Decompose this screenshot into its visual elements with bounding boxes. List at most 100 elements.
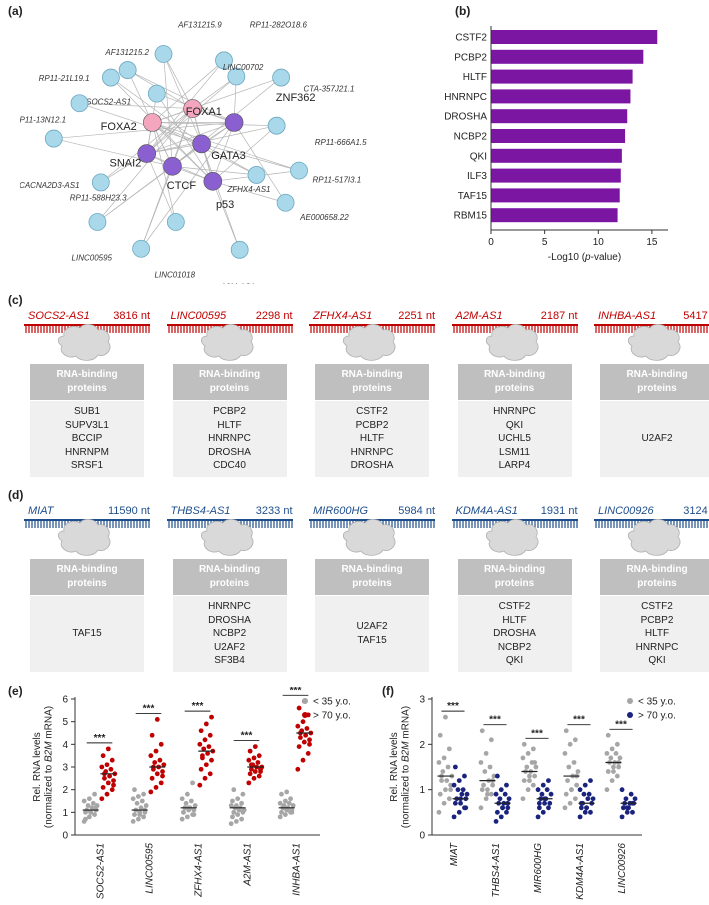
dot-linc00926-old <box>624 809 630 815</box>
dot-zfhx4-as1-old <box>202 775 208 781</box>
rbp-protein-item: DROSHA <box>208 446 251 458</box>
dot-linc00595-young <box>137 812 143 817</box>
node-label-rp11-13n12-1: RP11-13N12.1 <box>20 115 66 124</box>
dot-socs2-as1-old <box>111 778 116 783</box>
rbp-protein-list: CSTF2 PCBP2 HLTF HNRNPC DROSHA <box>315 401 429 477</box>
rbp-protein-list: HNRNPC QKI UCHL5 LSM11 LARP4 <box>457 401 572 477</box>
dot-socs2-as1-young <box>92 812 97 817</box>
significance-stars: *** <box>489 715 501 726</box>
rbp-protein-list: U2AF2 TAF15 <box>315 596 429 672</box>
panel-label-e: (e) <box>8 684 23 698</box>
dot-socs2-as1-old <box>104 791 110 797</box>
node-label-socs2-as1: SOCS2-AS1 <box>86 97 131 106</box>
network-edge <box>163 53 173 167</box>
network-edge <box>140 122 235 249</box>
network-edge <box>146 153 177 223</box>
bar-taf15 <box>491 188 620 203</box>
rbp-protein-item: HNRNPC <box>208 433 251 445</box>
dot-mir600hg-old <box>536 800 542 806</box>
dot-a2m-as1-young <box>228 803 234 808</box>
legend-label: > 70 y.o. <box>638 711 676 722</box>
rbp-protein-item: CSTF2 <box>498 601 531 613</box>
dot-a2m-as1-old <box>256 753 262 759</box>
dot-socs2-as1-old <box>111 782 116 788</box>
dot-mir600hg-old <box>536 805 542 811</box>
lncrna-length: 1931 nt <box>540 505 578 517</box>
dot-kdm4a-as1-young <box>567 800 573 806</box>
dotplot-f: Rel. RNA levels(normalized to B2M mRNA) 0… <box>389 695 676 900</box>
dot-thbs4-as1-old <box>497 796 503 802</box>
dot-mir600hg-old <box>546 778 551 783</box>
dot-thbs4-as1-old <box>502 791 508 797</box>
dot-miat-young <box>446 796 452 802</box>
dot-zfhx4-as1-old <box>197 782 203 788</box>
rbp-header: RNA-binding proteins <box>30 559 144 595</box>
rbp-protein-item: PCBP2 <box>355 419 389 431</box>
dot-zfhx4-as1-old <box>207 732 213 738</box>
dot-linc00595-young <box>139 798 145 804</box>
dot-miat-young <box>436 760 442 765</box>
dot-miat-young <box>443 787 448 793</box>
dot-a2m-as1-young <box>240 791 246 797</box>
network-edge <box>140 108 193 249</box>
network-edge <box>146 125 277 154</box>
dot-kdm4a-as1-old <box>581 791 587 797</box>
rbp-protein-item: QKI <box>648 655 666 667</box>
dot-inhba-as1-old <box>295 723 301 729</box>
rbp-protein-item: PCBP2 <box>640 614 674 626</box>
dot-thbs4-as1-old <box>505 805 511 811</box>
category-label-thbs4-as1: THBS4-AS1 <box>491 843 502 897</box>
rna-strand-icon <box>166 324 293 361</box>
dot-kdm4a-as1-young <box>563 728 569 734</box>
hub-label-gata3: GATA3 <box>211 150 245 162</box>
dot-kdm4a-as1-young <box>566 764 572 770</box>
network-edge <box>152 60 225 123</box>
dot-inhba-as1-old <box>304 726 310 731</box>
category-label-zfhx4-as1: ZFHX4-AS1 <box>194 843 205 898</box>
dotplot-y-label: Rel. RNA levels(normalized to B2M mRNA) <box>389 706 412 828</box>
hub-label-foxa1: FOXA1 <box>186 106 222 118</box>
dot-kdm4a-as1-old <box>586 791 592 797</box>
dot-thbs4-as1-young <box>488 737 494 743</box>
dot-miat-young <box>441 800 447 806</box>
dot-linc00595-old <box>148 753 154 759</box>
rbp-header: RNA-binding proteins <box>315 559 429 595</box>
dot-a2m-as1-old <box>255 760 261 765</box>
dot-linc00595-old <box>157 757 163 763</box>
dot-kdm4a-as1-old <box>577 814 583 820</box>
node-label-cacna2d3-as1: CACNA2D3-AS1 <box>20 181 80 190</box>
dot-linc00926-old <box>623 796 629 802</box>
rbp-protein-item: UCHL5 <box>498 433 531 445</box>
hub-node-snai2 <box>137 144 157 163</box>
rna-strand-icon <box>594 324 709 361</box>
dotplot-y-tick-label: 1 <box>419 785 425 796</box>
hub-label-znf362: ZNF362 <box>276 92 316 104</box>
bar-label-hnrnpc: HNRNPC <box>444 92 487 103</box>
network-edge <box>172 166 257 176</box>
dot-mir600hg-old <box>544 787 550 793</box>
dot-inhba-as1-old <box>300 719 306 725</box>
dot-linc00595-old <box>153 748 159 754</box>
dot-miat-young <box>440 769 446 774</box>
node-rp11-21l19-1 <box>101 68 120 87</box>
rbp-card-inhba-as1: INHBA-AS1 5417 nt RNA-binding proteins U2AF2 <box>592 302 709 482</box>
lncrna-length: 5984 nt <box>398 505 435 517</box>
bar-x-tick-label: 10 <box>593 237 605 248</box>
dot-zfhx4-as1-young <box>179 796 185 802</box>
rna-strand-icon <box>451 519 578 556</box>
bar-rbm15 <box>491 208 618 223</box>
network-edge <box>156 93 214 182</box>
dot-inhba-as1-young <box>282 798 288 804</box>
dot-inhba-as1-young <box>284 789 290 795</box>
rbp-protein-item: TAF15 <box>72 628 102 640</box>
dot-a2m-as1-old <box>251 775 257 781</box>
dot-zfhx4-as1-old <box>206 744 212 749</box>
dot-thbs4-as1-old <box>493 791 499 797</box>
dot-thbs4-as1-young <box>485 791 490 797</box>
dot-linc00926-young <box>604 787 610 793</box>
lncrna-length: 11590 nt <box>107 505 150 517</box>
lncrna-name: A2M-AS1 <box>455 310 503 322</box>
dot-thbs4-as1-old <box>498 787 504 793</box>
category-label-linc00926: LINC00926 <box>617 843 628 894</box>
rbp-header-line1: RNA-binding <box>483 369 546 380</box>
